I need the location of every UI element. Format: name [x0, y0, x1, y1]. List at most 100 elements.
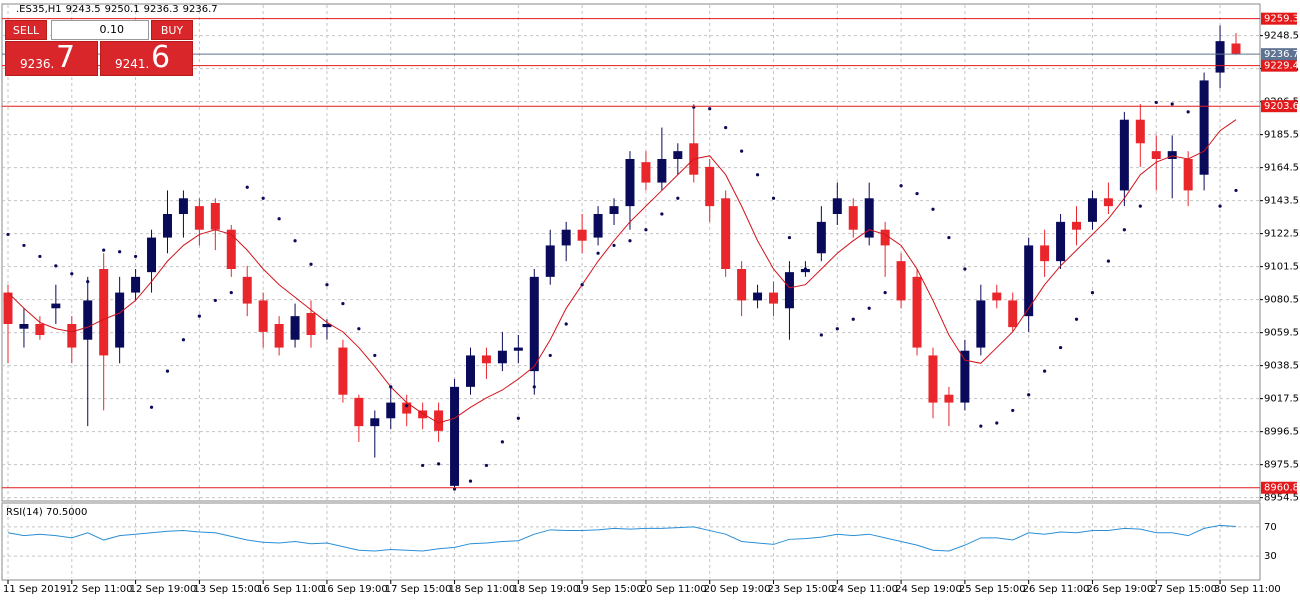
candle-body	[35, 324, 45, 335]
candle-body	[944, 394, 954, 403]
x-tick-label: 24 Sep 11:00	[831, 584, 898, 595]
x-tick-label: 12 Sep 19:00	[130, 584, 197, 595]
candle-body	[402, 402, 412, 414]
buy-button[interactable]: BUY	[151, 20, 193, 40]
candle-body	[1072, 221, 1082, 230]
sar-dot	[564, 322, 568, 326]
chart-header: .ES35,H1 9243.5 9250.1 9236.3 9236.7	[16, 4, 222, 15]
sar-dot	[899, 184, 903, 188]
x-tick-label: 18 Sep 19:00	[512, 584, 579, 595]
x-tick-label: 24 Sep 19:00	[895, 584, 962, 595]
candle-body	[960, 350, 970, 403]
candle-body	[561, 229, 571, 246]
candle-body	[19, 324, 29, 329]
header-low: 9236.3	[143, 4, 179, 15]
candle-body	[418, 410, 428, 419]
candle-body	[721, 198, 731, 269]
sar-dot	[708, 107, 712, 111]
sar-dot	[1234, 188, 1238, 193]
sar-dot	[22, 243, 26, 248]
sar-dot	[38, 254, 42, 259]
y-tick-label: 9101.5	[1264, 262, 1299, 273]
price-label: 9236.7	[1264, 49, 1299, 60]
sar-dot	[851, 317, 855, 321]
sell-button[interactable]: SELL	[5, 20, 47, 40]
sar-dot	[261, 196, 265, 200]
sar-dot	[373, 353, 377, 358]
x-tick-label: 20 Sep 19:00	[704, 584, 771, 595]
sar-dot	[771, 196, 776, 200]
candle-body	[1151, 151, 1161, 159]
header-open: 9243.5	[65, 4, 101, 15]
candle-body	[242, 276, 252, 304]
sar-dot	[389, 385, 393, 389]
candle-body	[1199, 80, 1209, 175]
sar-dot	[819, 333, 823, 337]
y-tick-label: 8954.5	[1264, 493, 1299, 504]
sar-dot	[835, 327, 839, 331]
candle-body	[545, 245, 555, 277]
candle-body	[258, 300, 268, 332]
candle-body	[928, 355, 938, 403]
x-tick-label: 18 Sep 11:00	[449, 584, 516, 595]
sar-dot	[1186, 110, 1190, 114]
x-tick-label: 30 Sep 11:00	[1214, 584, 1281, 595]
candle-body	[3, 292, 13, 324]
header-high: 9250.1	[104, 4, 140, 15]
level-label-box	[1261, 59, 1297, 72]
sar-dot	[867, 306, 871, 310]
sar-dot	[436, 462, 441, 466]
lot-input[interactable]: 0.10	[51, 20, 149, 40]
sar-dot	[1027, 393, 1031, 397]
candle-body	[194, 206, 204, 230]
candle-body	[912, 276, 922, 348]
x-tick-label: 12 Sep 11:00	[66, 584, 133, 595]
candle-body	[1008, 300, 1018, 328]
sar-dot	[947, 235, 951, 240]
candle-body	[131, 276, 141, 293]
x-tick-label: 16 Sep 11:00	[257, 584, 324, 595]
price-label-box	[1261, 48, 1297, 61]
candle-body	[880, 229, 890, 246]
candle-body	[465, 355, 475, 387]
sar-dot	[213, 298, 217, 303]
sar-dot	[484, 463, 489, 468]
level-label-box	[1261, 100, 1297, 113]
bid-last: 7	[56, 40, 76, 75]
sar-dot	[86, 279, 90, 284]
x-tick-label: 20 Sep 11:00	[640, 584, 707, 595]
ask-last: 6	[151, 40, 171, 75]
sar-dot	[357, 327, 361, 331]
x-tick-label: 16 Sep 19:00	[321, 584, 388, 595]
ask-box[interactable]: 9241. 6	[100, 40, 193, 76]
bid-box[interactable]: 9236. 7	[5, 40, 98, 76]
sar-dot	[325, 283, 329, 287]
sar-dot	[1218, 204, 1222, 208]
candle-body	[1215, 41, 1225, 73]
candle-body	[210, 203, 220, 230]
candle-body	[513, 347, 523, 351]
sar-dot	[963, 267, 967, 271]
level-label: 8960.8	[1264, 483, 1299, 494]
sar-dot	[644, 228, 648, 232]
candle-body	[51, 303, 61, 309]
x-tick-label: 27 Sep 15:00	[1150, 584, 1217, 595]
candle-body	[83, 300, 93, 340]
candle-body	[450, 386, 460, 486]
candle-body	[769, 292, 779, 304]
sar-dot	[915, 191, 919, 196]
level-label: 9229.4	[1264, 61, 1299, 72]
candle-body	[1040, 245, 1050, 262]
y-tick-label: 8996.5	[1264, 427, 1299, 438]
candle-body	[115, 292, 125, 348]
x-tick-label: 26 Sep 11:00	[1023, 584, 1090, 595]
candle-body	[386, 402, 396, 419]
sar-dot	[660, 212, 664, 216]
x-tick-label: 19 Sep 15:00	[576, 584, 643, 595]
rsi-frame	[1, 502, 1261, 581]
sar-dot	[133, 254, 138, 259]
candle-body	[322, 324, 332, 328]
ask-int: 9241.	[115, 57, 150, 71]
candle-body	[67, 324, 77, 348]
